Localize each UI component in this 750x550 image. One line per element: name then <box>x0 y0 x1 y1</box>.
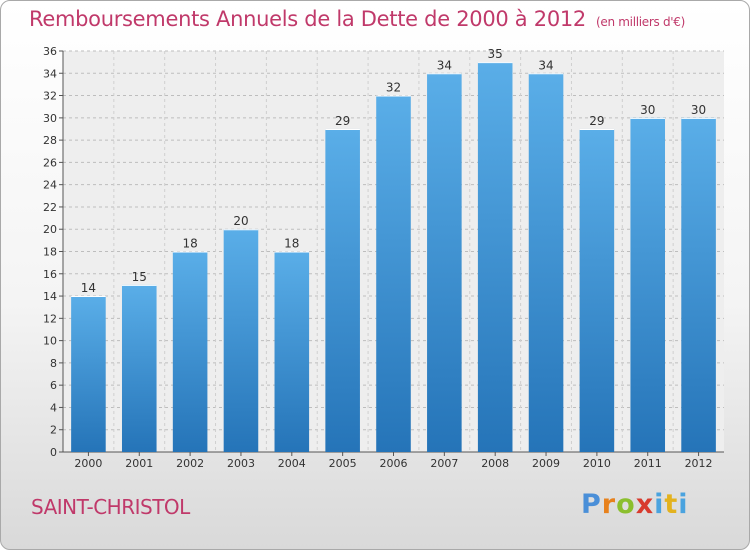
y-tick-label: 10 <box>43 335 57 348</box>
bar-2005 <box>325 128 360 452</box>
proxiti-logo: Proxiti <box>581 489 689 520</box>
y-tick-label: 12 <box>43 312 57 325</box>
data-label-2001: 15 <box>132 270 147 284</box>
label-layer: 14 15 18 20 18 29 32 34 35 34 29 30 30 <box>81 47 706 295</box>
bar-2001 <box>121 284 157 452</box>
x-tick-label-2006: 2006 <box>380 457 408 470</box>
chart-title-text: Remboursements Annuels de la Dette de 20… <box>29 7 586 31</box>
data-label-2011: 30 <box>640 103 655 117</box>
data-label-2009: 34 <box>538 58 553 72</box>
y-tick-label: 26 <box>43 156 57 169</box>
bar-2012 <box>681 117 716 452</box>
y-tick-label: 14 <box>43 290 57 303</box>
x-tick-label-2004: 2004 <box>278 457 306 470</box>
data-label-2008: 35 <box>488 47 503 61</box>
chart-title: Remboursements Annuels de la Dette de 20… <box>29 7 685 31</box>
x-tick-label-2007: 2007 <box>430 457 458 470</box>
x-tick-label-2011: 2011 <box>634 457 662 470</box>
data-label-2006: 32 <box>386 81 401 95</box>
y-tick-label: 28 <box>43 134 57 147</box>
bar-2004 <box>274 251 310 452</box>
data-label-2005: 29 <box>335 114 350 128</box>
bar-2006 <box>376 95 411 453</box>
y-tick-label: 32 <box>43 90 57 103</box>
y-tick-label: 18 <box>43 246 57 259</box>
y-tick-label: 8 <box>50 357 57 370</box>
bar-2011 <box>630 117 666 452</box>
y-tick-label: 22 <box>43 201 57 214</box>
y-tick-label: 0 <box>50 446 57 459</box>
data-label-2010: 29 <box>589 114 604 128</box>
data-label-2012: 30 <box>691 103 706 117</box>
commune-name: SAINT-CHRISTOL <box>31 495 190 519</box>
y-tick-label: 2 <box>50 424 57 437</box>
bar-layer <box>71 62 716 453</box>
data-label-2000: 14 <box>81 281 96 295</box>
x-tick-label-2008: 2008 <box>481 457 509 470</box>
y-tick-label: 20 <box>43 223 57 236</box>
bar-2007 <box>427 73 462 453</box>
y-tick-label: 34 <box>43 67 57 80</box>
x-tick-label-2001: 2001 <box>125 457 153 470</box>
x-tick-label-2005: 2005 <box>329 457 357 470</box>
x-tick-label-2010: 2010 <box>583 457 611 470</box>
data-label-2002: 18 <box>182 237 197 251</box>
bar-2008 <box>477 62 513 453</box>
x-tick-label-2000: 2000 <box>74 457 102 470</box>
y-tick-label: 36 <box>43 45 57 58</box>
bar-2003 <box>223 229 259 452</box>
bar-2010 <box>579 128 615 452</box>
bar-2009 <box>528 73 564 453</box>
x-tick-label-2009: 2009 <box>532 457 560 470</box>
data-label-2007: 34 <box>437 58 452 72</box>
data-label-2003: 20 <box>233 214 248 228</box>
y-tick-label: 6 <box>50 379 57 392</box>
data-label-2004: 18 <box>284 237 299 251</box>
y-tick-label: 30 <box>43 112 57 125</box>
bar-2000 <box>71 296 106 452</box>
chart-unit: (en milliers d'€) <box>596 15 686 29</box>
y-tick-label: 24 <box>43 179 57 192</box>
y-tick-label: 4 <box>50 401 57 414</box>
x-tick-label-2012: 2012 <box>685 457 713 470</box>
x-tick-label-2002: 2002 <box>176 457 204 470</box>
x-tick-label-2003: 2003 <box>227 457 255 470</box>
bar-2002 <box>172 251 208 452</box>
y-tick-label: 16 <box>43 268 57 281</box>
